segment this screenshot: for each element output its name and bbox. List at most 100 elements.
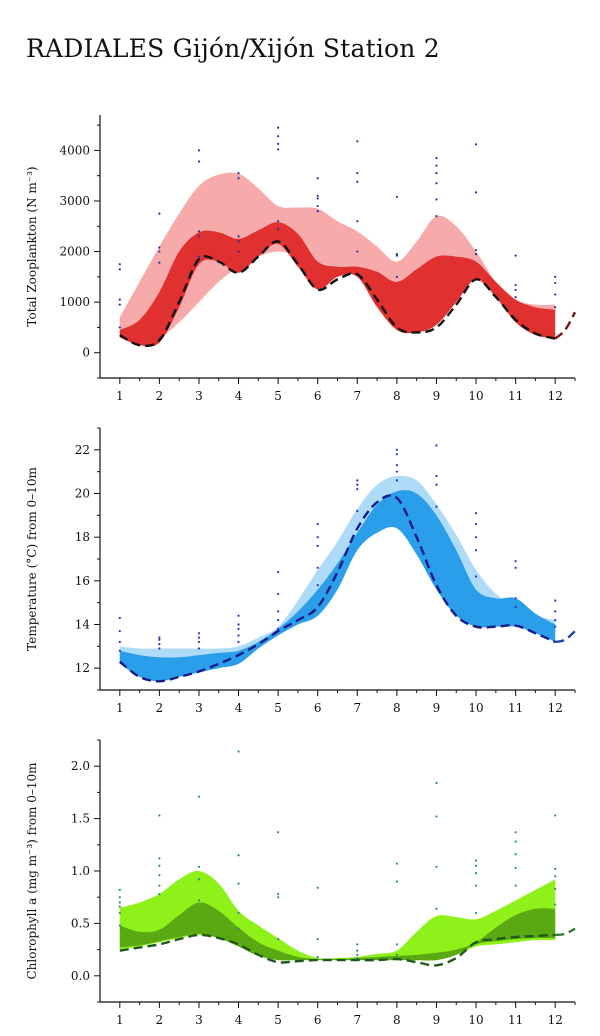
temperature-observation-point — [237, 634, 240, 637]
zooplankton-y-axis-title: Total Zooplankton (N m⁻³) — [25, 166, 39, 326]
chlorophyll-observation-point — [277, 892, 280, 896]
chlorophyll-observation-point — [356, 943, 359, 946]
chlorophyll-observation-point — [197, 795, 201, 798]
zooplankton-observation-point — [514, 283, 517, 287]
chlorophyll-observation-point — [237, 927, 240, 930]
zooplankton-observation-point — [356, 180, 359, 183]
zooplankton-observation-point — [474, 143, 478, 146]
temperature-observation-point — [474, 512, 478, 515]
chlorophyll-observation-point — [514, 884, 517, 887]
temperature-observation-point — [514, 597, 517, 600]
zooplankton-observation-point — [118, 326, 121, 329]
chlorophyll-observation-point — [316, 938, 319, 941]
temperature-y-tick-label: 12 — [75, 661, 90, 675]
zooplankton-observation-point — [514, 295, 517, 299]
zooplankton-observation-point — [395, 254, 398, 257]
chlorophyll-observation-point — [395, 943, 398, 946]
zooplankton-observation-point — [277, 227, 280, 230]
zooplankton-x-tick-label: 12 — [548, 389, 563, 403]
zooplankton-observation-point — [554, 281, 557, 285]
temperature-extension-line — [554, 630, 576, 644]
temperature-observation-point — [316, 584, 319, 587]
chlorophyll-x-tick-label: 1 — [116, 1013, 124, 1027]
chlorophyll-x-tick-label: 3 — [195, 1013, 203, 1027]
zooplankton-x-tick-label: 2 — [156, 389, 164, 403]
zooplankton-observation-point — [356, 250, 359, 253]
zooplankton-observation-point — [356, 140, 359, 143]
chlorophyll-observation-point — [158, 892, 161, 896]
chlorophyll-observation-point — [554, 887, 557, 890]
temperature-x-tick-label: 12 — [548, 701, 563, 715]
temperature-observation-point — [514, 560, 517, 563]
chlorophyll-observation-point — [554, 903, 557, 906]
temperature-y-tick-label: 20 — [75, 487, 90, 501]
zooplankton-observation-point — [197, 235, 201, 238]
temperature-observation-point — [356, 488, 359, 491]
zooplankton-median-line — [119, 240, 556, 347]
temperature-x-tick-label: 1 — [116, 701, 124, 715]
temperature-observation-point — [474, 549, 478, 552]
temperature-x-tick-label: 10 — [468, 701, 483, 715]
chlorophyll-observation-point — [197, 865, 201, 868]
chlorophyll-observation-point — [554, 875, 557, 878]
chlorophyll-observation-point — [118, 905, 121, 908]
zooplankton-x-tick-label: 9 — [433, 389, 441, 403]
zooplankton-observation-point — [158, 212, 161, 215]
chlorophyll-observation-point — [158, 874, 161, 877]
zooplankton-outer-band — [119, 172, 556, 341]
temperature-observation-point — [356, 509, 359, 513]
zooplankton-observation-point — [316, 177, 319, 180]
temperature-observation-point — [237, 627, 240, 630]
chlorophyll-x-tick-label: 6 — [314, 1013, 322, 1027]
chlorophyll-observation-point — [197, 878, 201, 881]
zooplankton-x-tick-label: 4 — [235, 389, 243, 403]
zooplankton-observation-point — [237, 250, 240, 253]
temperature-observation-point — [554, 610, 557, 613]
temperature-observation-point — [197, 647, 201, 650]
chlorophyll-observation-point — [158, 884, 161, 887]
chlorophyll-observation-point — [158, 814, 161, 817]
chlorophyll-observation-point — [118, 896, 121, 899]
zooplankton-observation-point — [514, 288, 517, 292]
temperature-observation-point — [395, 479, 398, 482]
chlorophyll-observation-point — [514, 853, 517, 856]
chlorophyll-y-tick-label: 1.5 — [71, 812, 90, 826]
zooplankton-observation-point — [554, 293, 557, 296]
temperature-observation-point — [514, 605, 517, 609]
chlorophyll-observation-point — [474, 872, 478, 875]
chlorophyll-observation-point — [118, 888, 121, 891]
temperature-observation-point — [158, 647, 161, 650]
zooplankton-observation-point — [197, 149, 201, 152]
chlorophyll-y-axis-title: Chlorophyll a (mg m⁻³) from 0–10m — [25, 762, 39, 980]
zooplankton-x-tick-label: 5 — [274, 389, 282, 403]
chlorophyll-observation-point — [474, 859, 478, 862]
chlorophyll-x-tick-label: 11 — [508, 1013, 523, 1027]
zooplankton-observation-point — [237, 177, 240, 180]
temperature-observation-point — [197, 636, 201, 639]
zooplankton-observation-point — [554, 306, 557, 309]
chlorophyll-x-tick-label: 12 — [548, 1013, 563, 1027]
temperature-observation-point — [158, 643, 161, 646]
temperature-observation-point — [474, 536, 478, 539]
chlorophyll-observation-point — [435, 781, 438, 785]
chlorophyll-observation-point — [554, 867, 557, 871]
zooplankton-observation-point — [277, 142, 280, 145]
chlorophyll-observation-point — [395, 862, 398, 865]
chlorophyll-y-tick-label: 0.0 — [71, 969, 90, 983]
chlorophyll-observation-point — [316, 955, 319, 959]
chlorophyll-observation-point — [118, 924, 121, 927]
temperature-x-tick-label: 11 — [508, 701, 523, 715]
zooplankton-observation-point — [316, 210, 319, 213]
zooplankton-observation-point — [118, 303, 121, 306]
temperature-x-tick-label: 3 — [195, 701, 203, 715]
zooplankton-observation-point — [277, 126, 280, 129]
zooplankton-observation-point — [277, 135, 280, 138]
zooplankton-observation-point — [435, 172, 438, 175]
chlorophyll-y-tick-label: 2.0 — [71, 759, 90, 773]
zooplankton-observation-point — [197, 230, 201, 233]
chlorophyll-x-tick-label: 7 — [353, 1013, 361, 1027]
chlorophyll-observation-point — [158, 857, 161, 860]
temperature-observation-point — [118, 616, 121, 620]
chlorophyll-observation-point — [356, 956, 359, 960]
